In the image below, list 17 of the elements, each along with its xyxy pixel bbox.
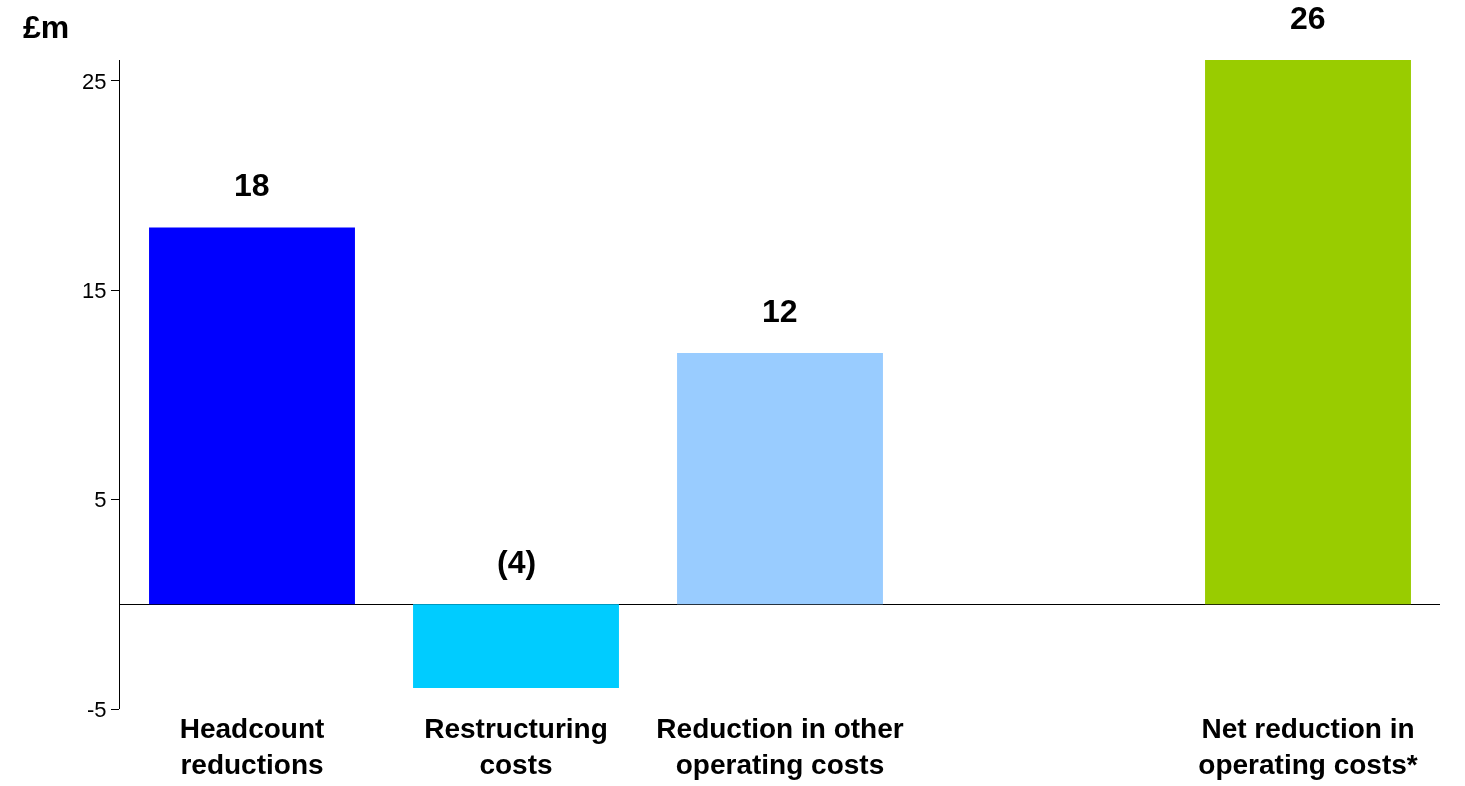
data-label: (4) — [497, 544, 537, 580]
bar — [1205, 60, 1411, 605]
y-tick-label: -5 — [87, 696, 107, 722]
bar — [413, 604, 619, 689]
bar — [677, 353, 883, 605]
y-tick-label: 15 — [82, 277, 107, 303]
data-label: 26 — [1290, 0, 1326, 36]
data-label: 18 — [234, 167, 270, 203]
x-tick-label: Headcount reductions — [179, 713, 325, 781]
y-axis-title: £m — [23, 9, 70, 45]
y-tick-label: 25 — [82, 68, 107, 94]
bar — [149, 227, 355, 605]
x-tick-label: Net reduction in operating costs* — [1198, 713, 1418, 781]
y-tick-label: 5 — [94, 487, 107, 513]
data-label: 12 — [762, 293, 798, 329]
x-tick-label: Reduction in other operating costs — [656, 713, 904, 781]
x-tick-label: Restructuring costs — [424, 713, 608, 781]
